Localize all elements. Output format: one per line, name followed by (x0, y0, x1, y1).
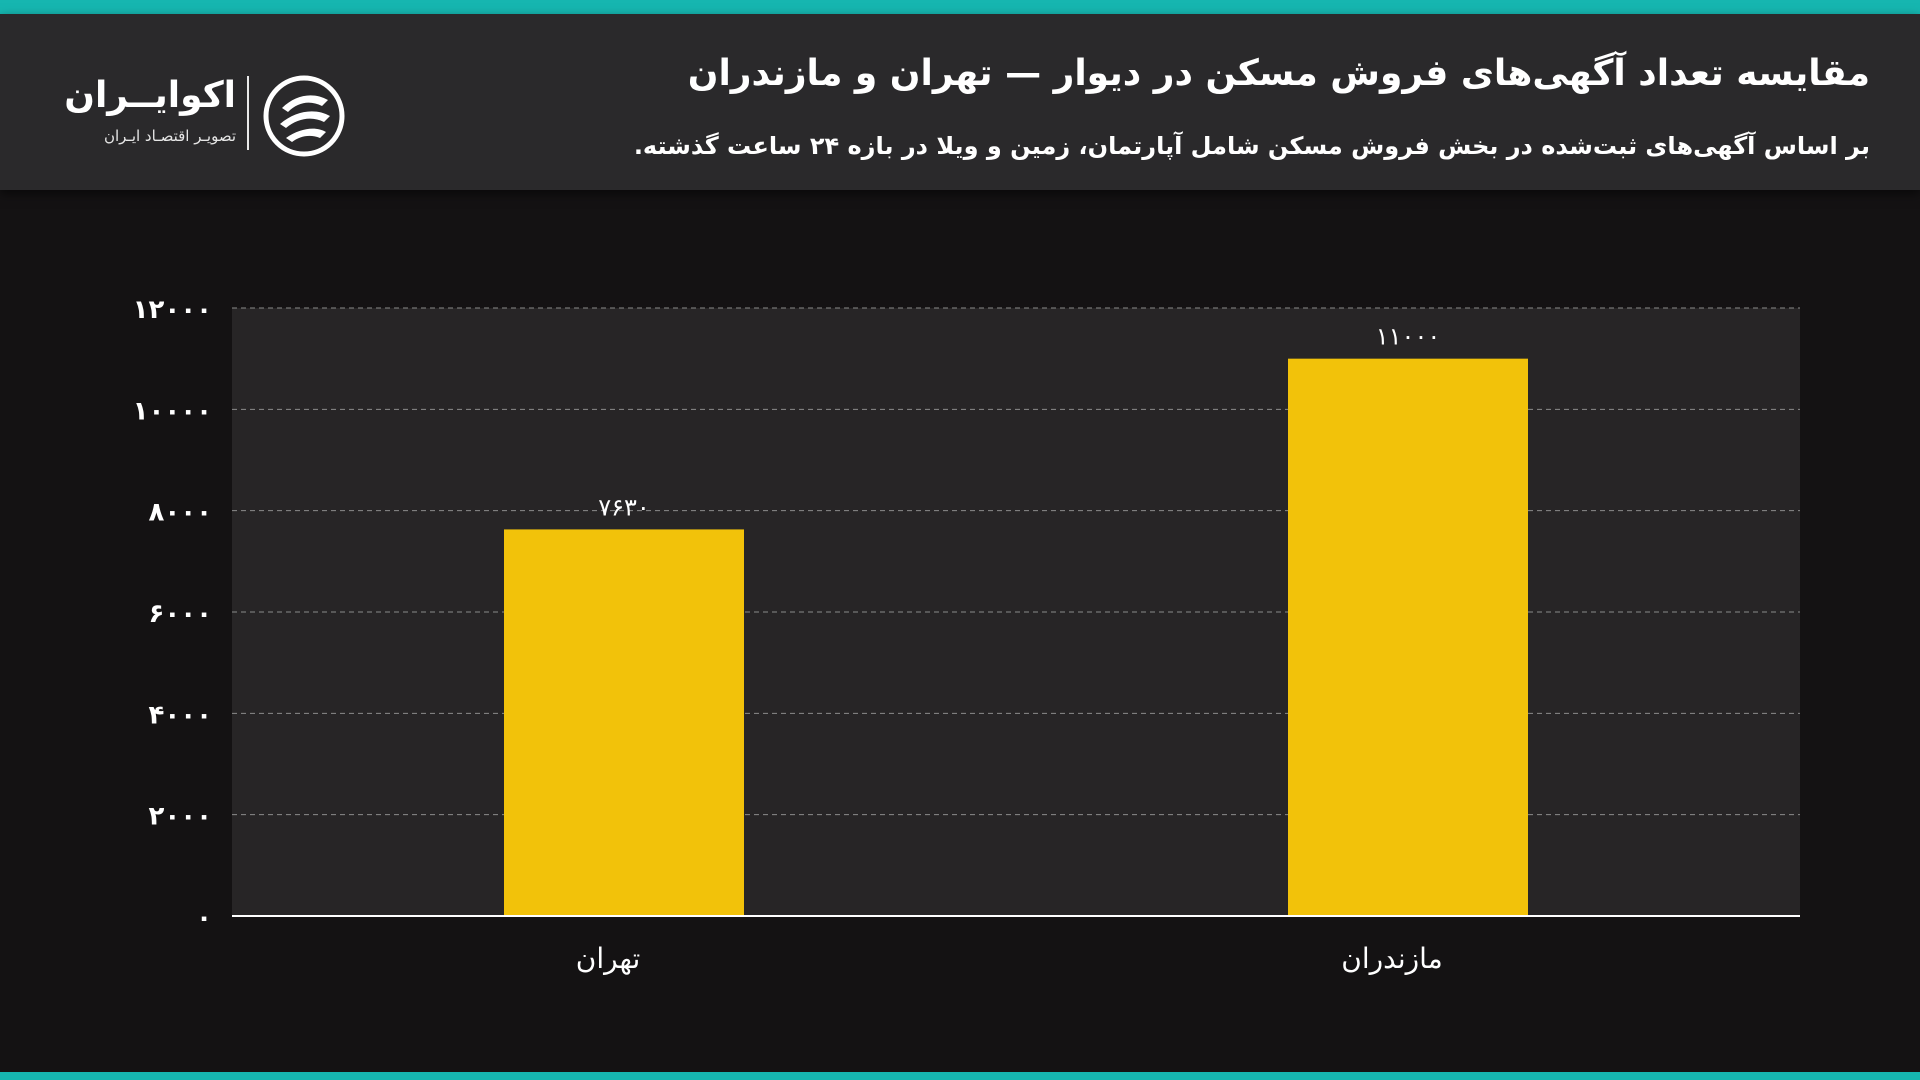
header-panel: مقایسه تعداد آگهی‌های فروش مسکن در دیوار… (0, 14, 1920, 190)
y-tick-label: ۰ (196, 903, 212, 933)
logo-name: اکوایــران (64, 75, 236, 116)
page-subtitle: بر اساس آگهی‌های ثبت‌شده در بخش فروش مسک… (633, 132, 1870, 160)
y-tick-label: ۱۲۰۰۰ (133, 295, 212, 325)
y-tick-label: ۲۰۰۰ (149, 802, 212, 832)
logo-divider (247, 76, 249, 150)
page-title: مقایسه تعداد آگهی‌های فروش مسکن در دیوار… (687, 53, 1870, 94)
y-tick-label: ۴۰۰۰ (149, 700, 212, 730)
y-tick-label: ۶۰۰۰ (149, 599, 212, 629)
data-label: ۷۶۳۰ (598, 493, 650, 521)
brand-logo: اکوایــران تصویـر اقتصـاد ایـران (64, 70, 366, 160)
y-tick-label: ۸۰۰۰ (149, 498, 212, 528)
logo-tagline: تصویـر اقتصـاد ایـران (103, 127, 236, 145)
grid-lines (232, 307, 1800, 816)
x-axis-ticks: تهران مازندران (576, 942, 1443, 975)
y-tick-label: ۱۰۰۰۰ (133, 396, 212, 426)
value-labels: ۷۶۳۰ ۱۱۰۰۰ (598, 323, 1440, 522)
ecoiran-swirl-icon (263, 75, 345, 157)
bar (504, 529, 744, 916)
x-tick-label: تهران (576, 942, 641, 975)
data-label: ۱۱۰۰۰ (1376, 323, 1440, 351)
bars (504, 358, 1528, 917)
y-axis-ticks: ۰ ۲۰۰۰ ۴۰۰۰ ۶۰۰۰ ۸۰۰۰ ۱۰۰۰۰ ۱۲۰۰۰ (133, 295, 212, 933)
bottom-accent-strip (0, 1072, 1920, 1080)
top-accent-strip (0, 0, 1920, 14)
bar (1288, 358, 1528, 917)
x-tick-label: مازندران (1341, 942, 1442, 975)
